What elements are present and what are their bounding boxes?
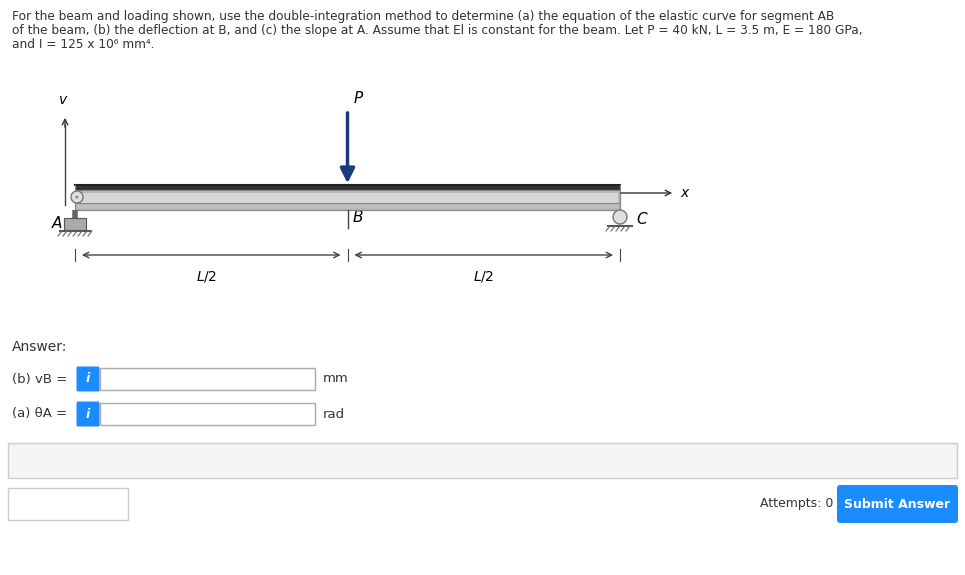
Text: of the beam, (b) the deflection at B, and (c) the slope at A. Assume that El is : of the beam, (b) the deflection at B, an… [12, 24, 863, 37]
Text: $L/2$: $L/2$ [473, 269, 494, 284]
Bar [100, 368, 315, 390]
Text: P: P [353, 91, 363, 106]
Text: $L/2$: $L/2$ [196, 269, 217, 284]
Bar [75, 190, 620, 210]
Text: v: v [59, 93, 68, 107]
Circle shape [613, 210, 627, 224]
Text: Submit Answer: Submit Answer [844, 497, 951, 511]
Text: i: i [86, 408, 90, 420]
Bar [75, 185, 620, 190]
FancyBboxPatch shape [76, 401, 99, 427]
Text: Answer:: Answer: [12, 340, 68, 354]
Text: C: C [636, 213, 647, 228]
Text: For the beam and loading shown, use the double-integration method to determine (: For the beam and loading shown, use the … [12, 10, 835, 23]
Text: (b) vB =: (b) vB = [12, 373, 68, 385]
Text: mm: mm [323, 373, 348, 385]
Bar [77, 193, 618, 203]
Bar [8, 443, 957, 478]
Text: B: B [352, 210, 363, 225]
Text: rad: rad [323, 408, 345, 420]
Text: eTextbook and Media: eTextbook and Media [18, 454, 159, 467]
Circle shape [71, 191, 83, 203]
Text: A: A [52, 217, 62, 232]
FancyBboxPatch shape [76, 366, 99, 392]
Text: x: x [680, 186, 688, 200]
Bar [100, 403, 315, 425]
Bar [64, 218, 86, 230]
Text: (a) θA =: (a) θA = [12, 408, 68, 420]
Text: i: i [86, 373, 90, 385]
Text: Attempts: 0 of 1 used: Attempts: 0 of 1 used [760, 497, 896, 511]
Text: Save for Later: Save for Later [26, 497, 110, 511]
FancyBboxPatch shape [837, 485, 958, 523]
Bar [77, 205, 618, 208]
Bar [8, 488, 128, 520]
Text: and I = 125 x 10⁶ mm⁴.: and I = 125 x 10⁶ mm⁴. [12, 38, 154, 51]
Circle shape [75, 196, 78, 198]
